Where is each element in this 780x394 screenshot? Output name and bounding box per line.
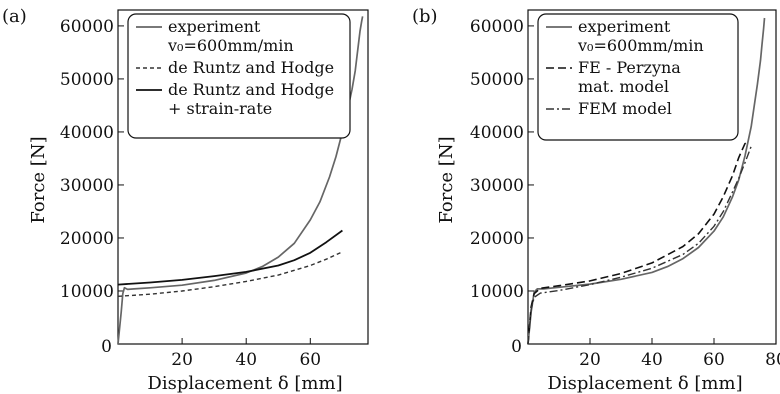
panel-a-series-1-line bbox=[117, 251, 343, 297]
panel-b-series-2-line bbox=[527, 146, 752, 345]
panel-b-ytick-label: 40000 bbox=[470, 123, 524, 143]
panel-a-origin-label: 0 bbox=[101, 337, 112, 357]
panel-a-label: (a) bbox=[2, 6, 27, 27]
panel-b-series-0-line bbox=[527, 17, 766, 345]
panel-a-legend-entry-2-line-0: de Runtz and Hodge bbox=[168, 80, 334, 99]
panel-b-legend-entry-1-line-1: mat. model bbox=[578, 77, 669, 96]
panel-b-xtick-label: 20 bbox=[579, 350, 601, 370]
panel-a-xtick-label: 60 bbox=[299, 350, 321, 370]
panel-b-legend-box bbox=[537, 13, 739, 141]
panel-a-ytick-label: 50000 bbox=[60, 70, 114, 90]
panel-a-plot-frame bbox=[117, 9, 369, 345]
panel-b-ylabel: Force [N] bbox=[436, 136, 457, 223]
panel-a-series-2-line bbox=[117, 229, 343, 286]
panel-b-xtick-label: 80 bbox=[765, 350, 780, 370]
panel-a-ytick-label: 60000 bbox=[60, 17, 114, 37]
panel-b: (b) Force [N] Displacement δ [mm] 0 1000… bbox=[412, 6, 780, 394]
panel-b-ytick-label: 50000 bbox=[470, 70, 524, 90]
panel-a-xlabel: Displacement δ [mm] bbox=[147, 373, 342, 394]
panel-b-ytick-label: 10000 bbox=[470, 282, 524, 302]
panel-a-legend-entry-0-line-0: experiment bbox=[168, 17, 261, 36]
panel-b-ytick-label: 20000 bbox=[470, 229, 524, 249]
panel-b-legend-entry-2-line-0: FEM model bbox=[578, 99, 672, 118]
panel-a-series-0-line bbox=[117, 16, 364, 345]
panel-b-ytick-label: 60000 bbox=[470, 17, 524, 37]
panel-a-xtick-label: 40 bbox=[235, 350, 257, 370]
panel-b-origin-label: 0 bbox=[511, 337, 522, 357]
panel-b-series-1-line bbox=[527, 140, 749, 345]
panel-b-xlabel: Displacement δ [mm] bbox=[547, 373, 742, 394]
panel-a-ytick-label: 30000 bbox=[60, 176, 114, 196]
panel-b-legend-entry-0-line-1: v₀=600mm/min bbox=[577, 36, 704, 55]
panel-b-legend-entry-0-line-0: experiment bbox=[578, 17, 671, 36]
panel-a-legend-entry-0-line-1: v₀=600mm/min bbox=[167, 36, 294, 55]
panel-a-legend-entry-1-line-0: de Runtz and Hodge bbox=[168, 58, 334, 77]
panel-a-legend-box bbox=[127, 13, 351, 139]
panel-a-ytick-label: 20000 bbox=[60, 229, 114, 249]
panel-b-label: (b) bbox=[412, 6, 438, 27]
panel-b-legend-entry-1-line-0: FE - Perzyna bbox=[578, 58, 681, 77]
panel-b-ytick-label: 30000 bbox=[470, 176, 524, 196]
panel-a: (a) Force [N] Displacement δ [mm] 0 1000… bbox=[2, 6, 369, 394]
panel-b-xtick-label: 60 bbox=[703, 350, 725, 370]
panel-b-xtick-label: 40 bbox=[641, 350, 663, 370]
panel-a-legend-entry-2-line-1: + strain-rate bbox=[168, 99, 272, 118]
panel-a-ytick-label: 40000 bbox=[60, 123, 114, 143]
panel-a-xtick-label: 20 bbox=[171, 350, 193, 370]
panel-a-ylabel: Force [N] bbox=[28, 136, 49, 223]
panel-a-ytick-label: 10000 bbox=[60, 282, 114, 302]
